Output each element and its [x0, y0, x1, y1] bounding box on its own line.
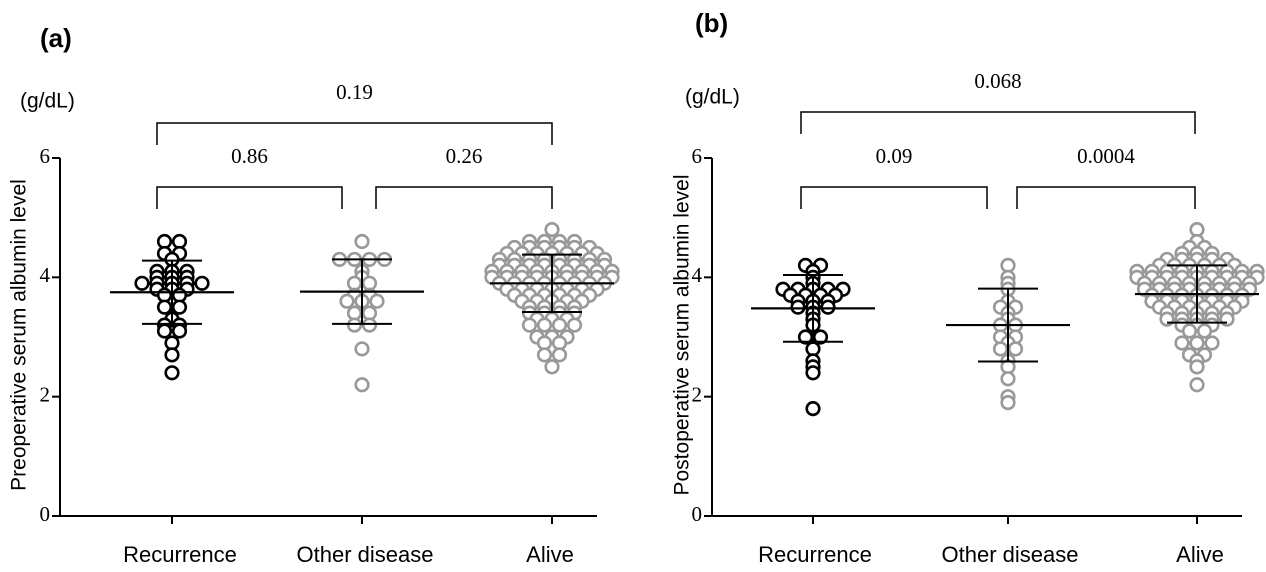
p-value: 0.0004	[1077, 144, 1135, 168]
y-tick-label: 2	[40, 382, 51, 406]
p-value: 0.86	[231, 144, 268, 168]
y-tick-label: 2	[692, 382, 703, 406]
data-point	[544, 222, 560, 238]
data-point	[536, 347, 553, 363]
p-value: 0.26	[446, 144, 483, 168]
data-point	[1174, 335, 1190, 351]
data-point	[1000, 371, 1016, 387]
comparison-bracket	[156, 122, 553, 145]
data-point	[1189, 359, 1205, 375]
data-point	[820, 299, 836, 315]
x-tick-label: Other disease	[297, 542, 434, 567]
data-point	[551, 317, 568, 333]
data-point	[164, 365, 180, 381]
data-point	[1189, 377, 1205, 393]
y-axis-title: Preoperative serum albumin level	[8, 179, 31, 491]
panel-label: (b)	[695, 8, 728, 38]
y-axis-title: Postoperative serum albumin level	[671, 175, 694, 496]
x-tick-label: Recurrence	[123, 542, 237, 567]
data-point	[1007, 341, 1024, 357]
p-value: 0.068	[974, 69, 1021, 93]
panel-label: (a)	[40, 23, 72, 53]
data-point	[805, 401, 821, 417]
data-point	[1189, 335, 1205, 351]
data-point	[1196, 323, 1213, 339]
data-point	[156, 323, 173, 339]
y-tick-label: 6	[692, 144, 703, 168]
comparison-bracket	[800, 111, 1196, 134]
data-point	[812, 329, 829, 345]
data-point	[354, 341, 370, 357]
p-value: 0.09	[876, 144, 913, 168]
data-point	[992, 341, 1009, 357]
data-point	[1204, 335, 1220, 351]
comparison-bracket	[375, 186, 553, 209]
data-point	[1181, 323, 1198, 339]
x-tick-label: Other disease	[942, 542, 1079, 567]
data-point	[544, 359, 560, 375]
comparison-bracket	[800, 186, 988, 209]
comparison-bracket	[156, 186, 343, 209]
y-tick-label: 4	[692, 263, 703, 287]
data-point	[361, 317, 378, 333]
y-tick-label: 6	[40, 144, 51, 168]
data-point	[805, 365, 821, 381]
data-point	[354, 233, 370, 250]
x-tick-label: Alive	[1176, 542, 1224, 567]
data-point	[156, 299, 173, 315]
p-value: 0.19	[336, 80, 373, 104]
data-point	[171, 299, 188, 315]
data-point	[194, 275, 210, 291]
data-point	[551, 347, 568, 363]
x-tick-label: Recurrence	[758, 542, 872, 567]
data-point	[369, 293, 385, 309]
data-point	[354, 377, 370, 393]
data-point	[164, 347, 180, 363]
y-tick-label: 4	[40, 263, 51, 287]
unit-label: (g/dL)	[685, 86, 740, 109]
data-point	[134, 275, 150, 291]
unit-label: (g/dL)	[20, 90, 75, 113]
comparison-bracket	[1016, 186, 1196, 209]
data-point	[346, 317, 363, 333]
data-point	[521, 317, 538, 333]
data-point	[790, 299, 806, 315]
y-tick-label: 0	[692, 502, 703, 526]
y-tick-label: 0	[40, 502, 51, 526]
data-point	[797, 329, 814, 345]
x-tick-label: Alive	[526, 542, 574, 567]
data-point	[536, 317, 553, 333]
data-point	[1000, 395, 1016, 411]
data-point	[171, 323, 188, 339]
data-point	[566, 317, 583, 333]
data-point	[339, 293, 355, 309]
